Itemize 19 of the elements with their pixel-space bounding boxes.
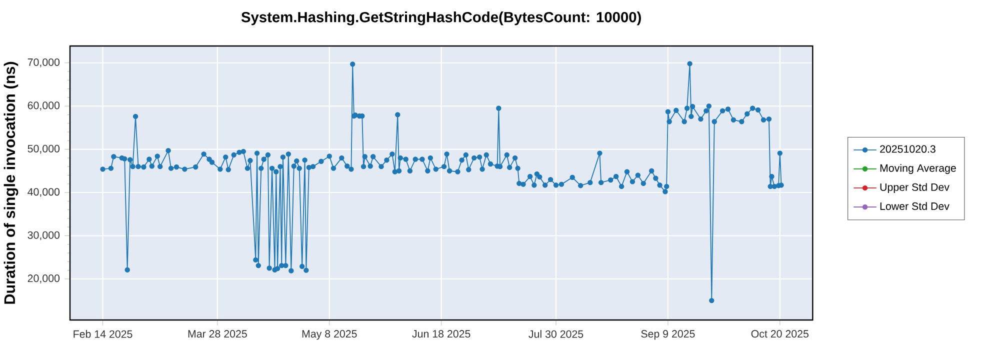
- y-tick-label: 40,000: [28, 188, 60, 197]
- y-tick-label: 60,000: [28, 102, 60, 110]
- legend-label: Upper Std Dev: [880, 183, 950, 194]
- x-tick-label: Feb 14 2025: [74, 330, 132, 338]
- y-tick-label: 20,000: [28, 274, 60, 284]
- x-tick-label: Jul 30 2025: [528, 330, 584, 338]
- chart-title: System.Hashing.GetStringHashCode(BytesCount: 10000): [241, 12, 641, 26]
- x-tick-label: Jun 18 2025: [412, 330, 470, 338]
- legend-label: Lower Std Dev: [880, 202, 950, 210]
- x-tick-label: Mar 28 2025: [188, 330, 247, 338]
- legend-label: 20251020.3: [880, 145, 936, 153]
- y-tick-label: 30,000: [28, 231, 60, 240]
- y-tick-label: 50,000: [28, 144, 60, 154]
- y-axis-title: Duration of single invocation (ns): [4, 62, 18, 304]
- legend-label: Moving Average: [880, 164, 956, 174]
- y-tick-label: 70,000: [28, 58, 60, 68]
- x-tick-label: Sep 9 2025: [641, 330, 695, 340]
- x-tick-label: May 8 2025: [302, 330, 357, 340]
- x-tick-label: Oct 20 2025: [751, 330, 808, 338]
